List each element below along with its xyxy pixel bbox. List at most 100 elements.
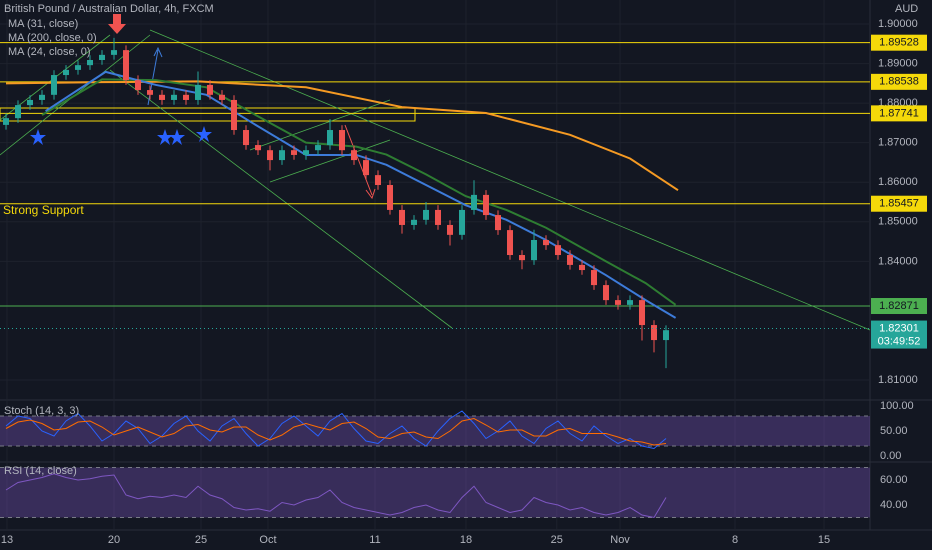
candle-body [291,150,297,155]
candle-body [351,150,357,161]
level-label: 1.82871 [879,300,919,312]
candle-body [519,255,525,261]
star [30,129,46,145]
candle-body [651,325,657,341]
candle-body [615,300,621,305]
last-price-label: 1.82301 [879,322,919,334]
indicator-band [0,467,870,518]
candle-body [87,60,93,66]
level-label: 1.85457 [879,198,919,210]
candle-body [387,185,393,210]
pane-title: Stoch (14, 3, 3) [4,405,79,417]
y-tick-label: 1.90000 [878,18,918,30]
pane-title: RSI (14, close) [4,465,77,477]
y-tick-label: 1.89000 [878,57,918,69]
level-tag [871,73,927,90]
y-tick-label: 50.00 [880,425,908,437]
y-tick-label: 60.00 [880,474,908,486]
level-label: 1.87741 [879,107,919,119]
candle-body [663,330,669,341]
labels: British Pound / Australian Dollar, 4h, F… [1,3,927,546]
level-label: 1.88538 [879,76,919,88]
x-tick-label: 25 [551,534,563,546]
candle-body [591,270,597,286]
moving-average [45,70,677,319]
currency-label: AUD [895,3,918,15]
chart-title: British Pound / Australian Dollar, 4h, F… [4,3,214,15]
candle-body [243,130,249,146]
indicator-band [0,416,870,446]
x-tick-label: 11 [369,534,380,546]
channel-line [269,139,391,183]
candle-body [435,209,441,225]
x-tick-label: 25 [195,534,207,546]
y-tick-label: 1.86000 [878,176,918,188]
arrow [344,124,376,200]
indicator-line [5,410,667,450]
x-tick-label: 20 [108,534,120,546]
candle-body [219,94,225,100]
candle-body [111,50,117,55]
x-tick-label: 8 [732,534,738,546]
candle-body [399,209,405,225]
zone-box [0,107,416,122]
candle-body [303,150,309,155]
candle-body [567,255,573,265]
grid-layer [0,0,870,530]
y-tick-label: 1.87000 [878,137,918,149]
last-price-tag [871,320,927,349]
candle-body [627,300,633,305]
y-tick-label: 1.84000 [878,255,918,267]
channel-line [149,29,871,331]
x-tick-label: Oct [259,534,276,546]
candle-body [267,150,273,161]
candle-body [195,84,201,100]
candle-body [159,94,165,100]
candle-body [339,130,345,151]
candle-body [603,285,609,301]
candle-body [147,90,153,95]
candle-body [639,300,645,326]
candle-body [255,145,261,151]
y-tick-label: 1.81000 [878,374,918,386]
level-tag [871,34,927,51]
candle-body [315,145,321,151]
x-tick-label: 18 [460,534,472,546]
level-tag [871,298,927,315]
level-label: 1.89528 [879,37,919,49]
candle-body [183,94,189,100]
candle-body [279,150,285,161]
star [169,129,185,145]
candle-body [135,80,141,91]
candle-body [39,94,45,100]
candle-body [471,194,477,210]
level-tag [871,195,927,212]
candle-body [123,50,129,81]
x-tick-label: Nov [610,534,630,546]
x-tick-label: 13 [1,534,13,546]
candle-body [507,230,513,256]
x-tick-label: 15 [818,534,830,546]
stars [30,126,212,145]
annotation: Strong Support [3,203,84,217]
candle-body [483,194,489,216]
candle-body [171,94,177,100]
legend-entry: MA (31, close) [8,18,78,30]
candle-body [423,209,429,220]
legend-entry: MA (200, close, 0) [8,32,97,44]
level-tag [871,105,927,122]
moving-average [41,78,677,306]
candle-body [411,219,417,225]
channel-line [249,99,391,151]
candle-body [327,130,333,146]
candle-body [231,99,237,131]
candle-body [543,239,549,246]
candle-body [495,215,501,231]
candle-body [27,99,33,106]
candle-body [579,264,585,271]
y-tick-label: 40.00 [880,499,908,511]
candle-body [15,105,21,119]
star [196,126,212,142]
legend-entry: MA (24, close, 0) [8,46,91,58]
